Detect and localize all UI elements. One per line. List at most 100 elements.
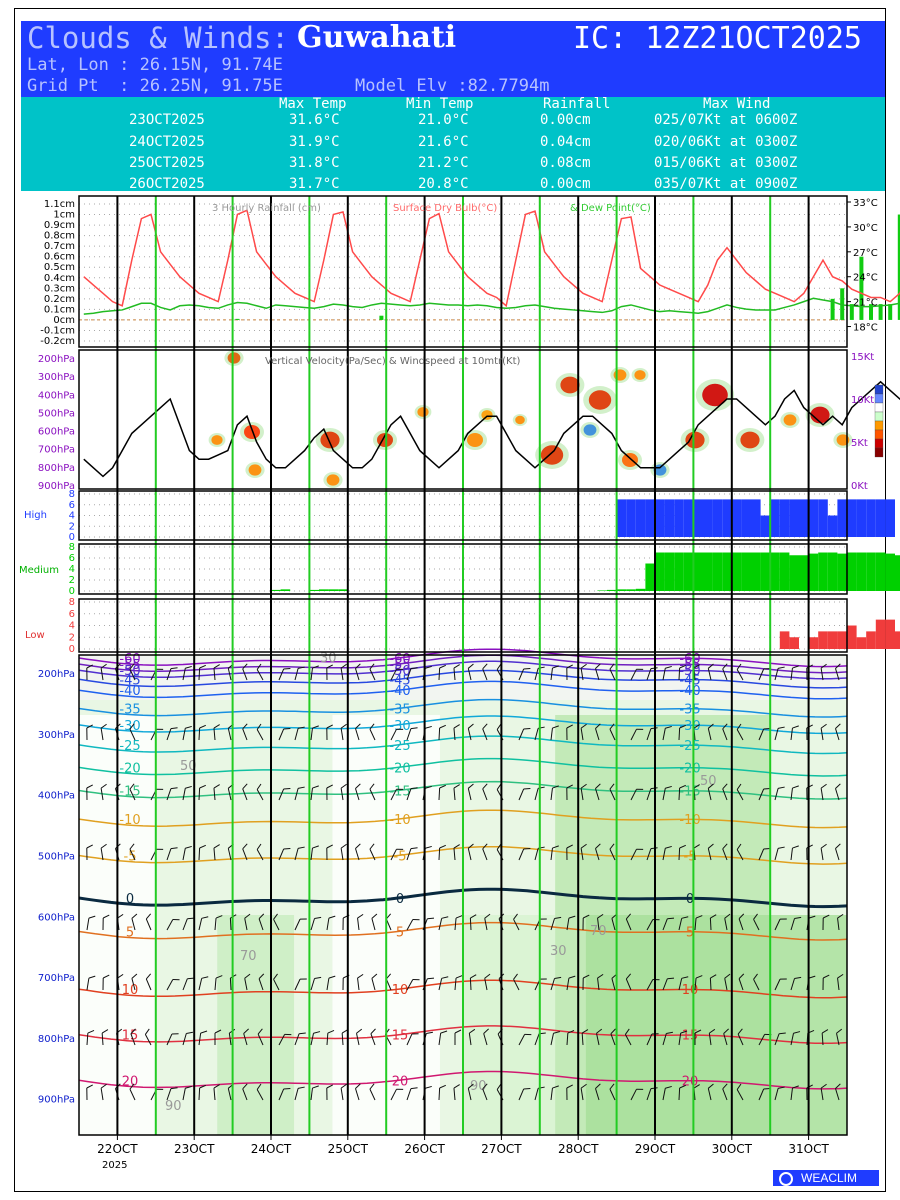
wind-barb (518, 668, 531, 681)
wind-barb (630, 1088, 644, 1101)
wind-barb-shaft (213, 728, 216, 741)
vv-pressure-label: 800hPa (38, 463, 75, 474)
wind-barb-feather (440, 1030, 448, 1034)
wind-barb-feather (681, 916, 689, 919)
wind-barb (294, 918, 307, 931)
cloud-bar-low (808, 637, 819, 649)
cloud-bar-high (847, 499, 857, 537)
wind-barb (482, 783, 488, 801)
wind-barb (821, 1029, 829, 1046)
vv-blob (613, 369, 627, 381)
wind-barb-feather (439, 724, 446, 729)
wind-barb-shaft (736, 789, 744, 801)
wind-barb-shaft (662, 918, 668, 931)
wind-barb-feather (145, 913, 152, 920)
row-rainfall: 0.08cm (540, 155, 591, 171)
wind-barb-shaft (182, 848, 186, 861)
cloud-bar-med (731, 552, 742, 591)
wind-barb (722, 723, 728, 741)
wind-barb-shaft (256, 1089, 264, 1101)
cloud-bar-med (885, 553, 895, 591)
cloud-bar-high (616, 499, 627, 537)
wind-barb (310, 976, 322, 991)
wind-barb-feather (738, 913, 745, 920)
wind-barb (550, 1085, 559, 1101)
wind-barb (278, 1088, 291, 1101)
wind-barb (550, 1031, 561, 1046)
wind-barb-feather (369, 783, 375, 790)
wind-barb (86, 975, 96, 991)
wind-barb-feather (820, 663, 827, 669)
wind-barb-feather (129, 783, 135, 790)
wind-barb (774, 1086, 785, 1101)
wind-barb-feather (482, 663, 488, 670)
wind-barb-shaft (707, 1088, 712, 1101)
wind-barb (213, 664, 220, 681)
wind-barb-shaft (454, 918, 457, 931)
wind-barb-shaft (837, 978, 840, 991)
row-date: 25OCT2025 (129, 155, 205, 171)
x-tick-label: 26OCT (404, 1142, 445, 1156)
wind-barb-shaft (198, 1087, 201, 1101)
wind-barb-shaft (369, 728, 376, 741)
wind-barb-feather (552, 785, 559, 789)
wind-barb-feather (312, 845, 319, 849)
wind-barb-feather (595, 783, 601, 789)
wind-barb-shaft (198, 978, 203, 991)
wind-barb-shaft (595, 668, 600, 681)
wind-barb-feather (312, 1085, 319, 1089)
wind-barb (609, 783, 616, 801)
wind-barb-feather (554, 976, 562, 980)
wind-barb-feather (835, 843, 841, 849)
wind-barb-shaft (242, 848, 248, 861)
cloud-bar-med (607, 589, 617, 591)
wind-barb-feather (453, 844, 460, 849)
wind-barb-feather (580, 783, 587, 789)
wind-barb-feather (426, 1031, 433, 1034)
wind-barb-shaft (278, 1088, 285, 1101)
wind-barb (722, 663, 728, 681)
wind-barb-shaft (256, 669, 264, 681)
wind-barb-feather (326, 724, 333, 729)
wind-barb-shaft (774, 1088, 779, 1101)
wind-barb (550, 976, 562, 991)
wind-barb (678, 724, 686, 741)
wind-barb (294, 1032, 306, 1046)
wind-barb (707, 783, 714, 801)
wind-barb-feather (200, 1030, 208, 1034)
wind-barb-shaft (534, 668, 539, 681)
wind-barb (182, 665, 192, 681)
wind-barb-feather (170, 667, 178, 670)
vv-title: Vertical Velocity(Pa/Sec) & Windspeed at… (265, 356, 520, 367)
cloud-bar-high (731, 499, 742, 537)
wind-barb-feather (213, 844, 220, 849)
wind-barb-feather (597, 973, 604, 979)
wind-barb-feather (326, 664, 333, 669)
wind-barb-shaft (662, 728, 666, 741)
wind-barb-shaft (453, 848, 456, 861)
wind-barb-shaft (580, 848, 584, 861)
cloud-tick-label: 0 (69, 644, 75, 655)
wind-barb-shaft (837, 918, 840, 931)
wind-barb-feather (540, 918, 547, 920)
wind-barb-feather (582, 974, 590, 979)
wind-barb-feather (396, 728, 404, 730)
isotherm-label: 5 (396, 925, 404, 940)
wind-barb-shaft (534, 848, 539, 861)
cloud-tick-label: 2 (69, 521, 75, 532)
wind-barb-shaft (820, 788, 824, 801)
wind-barb-shaft (355, 848, 360, 861)
cloud-bar-high (808, 499, 819, 537)
isotherm-label: -60 (119, 652, 140, 667)
wind-barb-shaft (513, 979, 520, 991)
wind-barb (273, 913, 280, 931)
isotherm-label: 0 (126, 892, 134, 907)
vv-blob (326, 474, 340, 486)
wind-barb-shaft (310, 1033, 314, 1046)
wind-barb-feather (820, 783, 827, 789)
wind-barb-shaft (438, 667, 441, 681)
cloud-bar-high (712, 499, 723, 537)
wind-barb (722, 1083, 728, 1101)
vv-colorbar-cell (874, 411, 884, 422)
wind-barb (182, 917, 195, 931)
